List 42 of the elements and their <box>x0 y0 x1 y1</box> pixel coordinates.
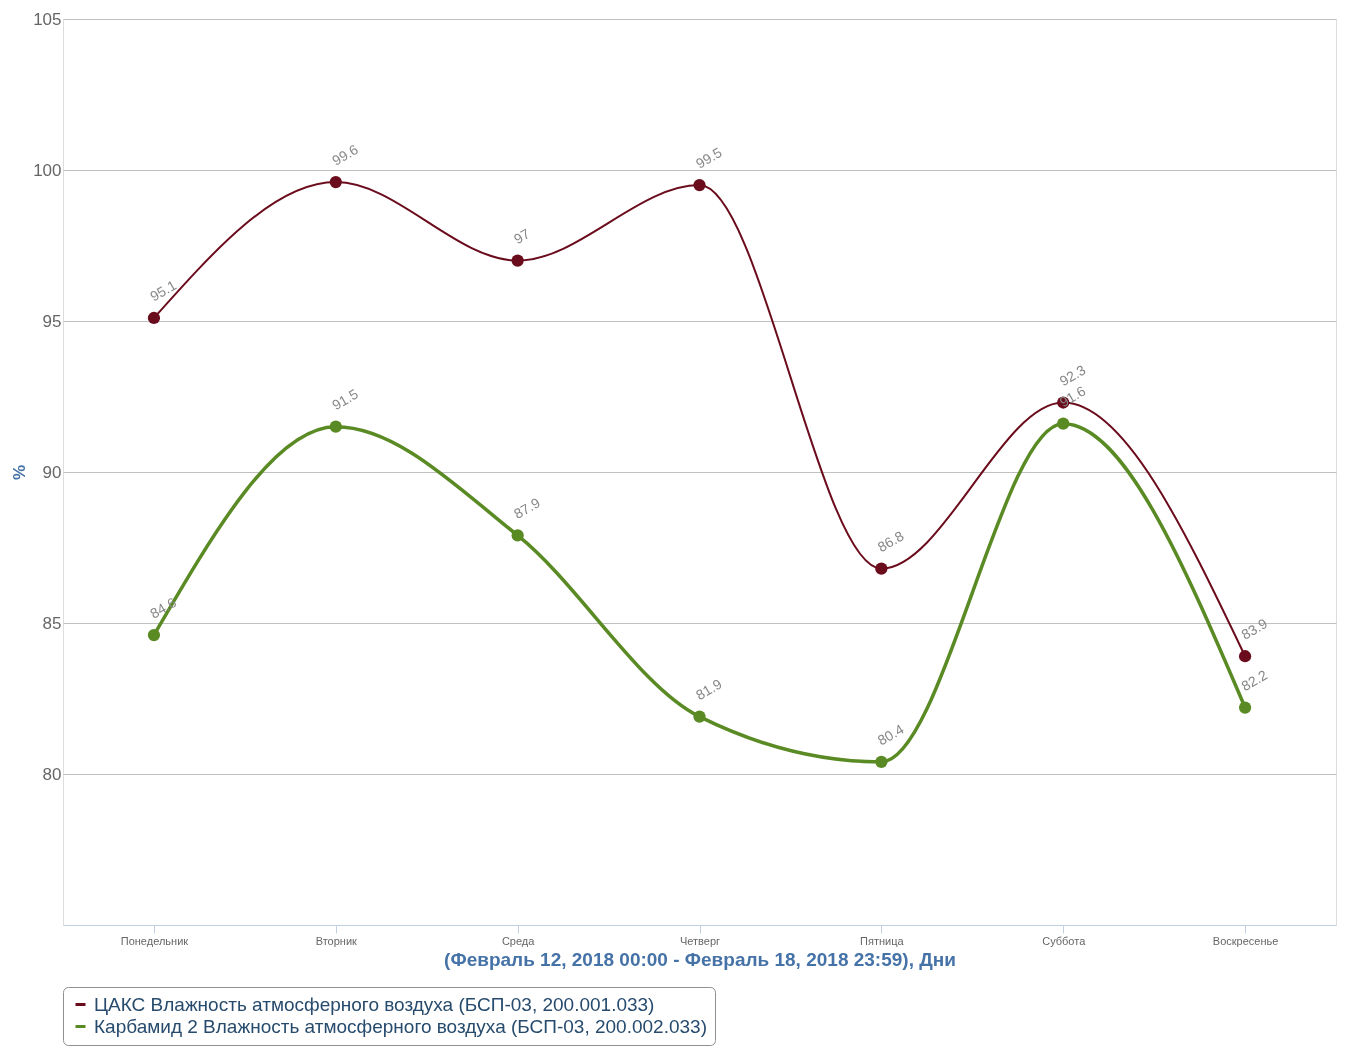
point <box>329 420 342 433</box>
x-tick-label: Среда <box>501 934 536 947</box>
y-tick-label: 105 <box>33 9 62 29</box>
x-tick-label: Суббота <box>1042 934 1087 947</box>
point <box>693 178 706 192</box>
data-label: 91.5 <box>329 385 361 414</box>
point <box>147 628 161 642</box>
data-label: 99.6 <box>329 140 361 169</box>
data-label: 95.1 <box>147 276 180 305</box>
x-tick-label: Понедельник <box>120 934 189 947</box>
point <box>329 175 342 189</box>
data-label: 97 <box>511 225 533 248</box>
y-tick-label: 90 <box>42 462 62 482</box>
point <box>511 529 524 542</box>
legend-label: ЦАКС Влажность атмосферного воздуха (БСП-03, 200.001.033) <box>94 993 655 1015</box>
x-tick-label: Четверг <box>679 934 721 947</box>
data-label: 81.9 <box>692 675 725 704</box>
y-tick-label: 100 <box>33 160 62 180</box>
data-label: 83.9 <box>1238 615 1271 643</box>
legend-label: Карбамид 2 Влажность атмосферного воздуха (БСП-03, 200.002.033) <box>94 1015 707 1037</box>
data-label: 84.6 <box>147 593 180 622</box>
data-label: 86.8 <box>874 527 907 556</box>
point <box>875 755 888 769</box>
point <box>147 311 161 325</box>
data-label: 87.9 <box>511 494 543 522</box>
point <box>1238 650 1252 663</box>
y-tick-label: 85 <box>42 613 62 633</box>
data-label: 99.5 <box>692 143 725 172</box>
x-axis-title: (Февраль 12, 2018 00:00 - Февраль 18, 2018 23:59), Дни <box>444 948 956 970</box>
point <box>693 710 706 723</box>
data-label: 80.4 <box>874 720 907 749</box>
y-tick-label: 80 <box>42 764 62 784</box>
x-tick-label: Пятница <box>860 934 905 947</box>
point <box>1238 701 1252 714</box>
point <box>1057 417 1070 430</box>
point <box>875 562 888 575</box>
y-tick-label: 95 <box>42 311 62 331</box>
data-label: 82.2 <box>1238 666 1271 695</box>
point <box>511 254 524 267</box>
x-tick-label: Вторник <box>315 934 358 947</box>
x-tick-label: Воскресенье <box>1212 934 1279 947</box>
y-axis-title: % <box>10 464 30 481</box>
